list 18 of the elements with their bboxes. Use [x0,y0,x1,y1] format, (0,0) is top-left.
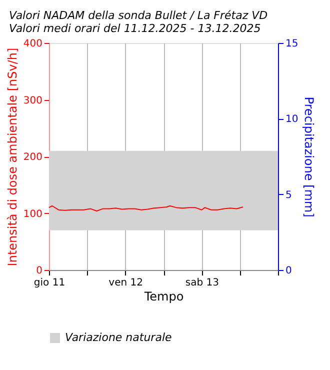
y2-tick-label: 10 [286,114,298,126]
y-axis-title: Intensità di dose ambientale [nSv/h] [5,48,20,266]
x-axis-title: Tempo [143,290,184,304]
y-tick-label: 300 [23,95,42,106]
y-tick-label: 400 [23,38,42,50]
y-tick-label: 200 [23,152,42,163]
y-tick-label: 0 [36,266,42,276]
legend-label: Variazione naturale [65,331,172,344]
y-tick-label: 100 [23,208,42,220]
text: Valori medi orari del 11.12.2025 - 13.12.2025 [9,22,261,35]
y2-tick-label: 15 [286,38,298,50]
x-tick-label: ven 12 [108,278,143,288]
x-tick-label: gio 11 [34,278,66,288]
y2-axis-title: Precipitazione [mm] [302,96,316,218]
y2-tick-label: 5 [286,190,292,201]
x-tick-label: sab 13 [185,278,219,288]
y2-tick-label: 0 [286,266,292,276]
text: Valori NADAM della sonda Bullet / La Frétaz VD [9,9,268,22]
